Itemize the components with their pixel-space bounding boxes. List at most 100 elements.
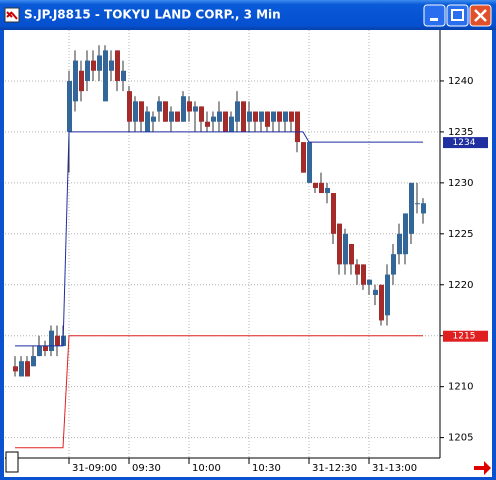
last-value-box [443, 330, 488, 342]
chart-area [4, 30, 492, 477]
candle-body [247, 111, 252, 122]
candle-body [367, 279, 372, 285]
scroll-arrow[interactable] [474, 461, 491, 475]
maximize-button[interactable] [446, 4, 469, 27]
indicator-line [15, 131, 423, 347]
minimize-glyph [430, 18, 438, 21]
y-tick-label: 1240 [448, 76, 473, 87]
candle-body [127, 91, 132, 122]
candle-body [403, 213, 408, 255]
candle-body [307, 142, 312, 183]
last-value-label: 1234 [453, 138, 476, 148]
x-tick-label: 10:30 [252, 463, 281, 474]
candle-body [49, 330, 54, 351]
candle-body [337, 223, 342, 265]
minimize-button[interactable] [423, 4, 446, 27]
close-glyph [474, 9, 487, 22]
candle-body [421, 203, 426, 214]
candle-body [289, 111, 294, 122]
candle-body [169, 111, 174, 122]
candle-body [121, 70, 126, 81]
candle-body [97, 55, 102, 71]
y-tick-label: 1235 [448, 127, 473, 138]
candle-body [187, 101, 192, 112]
candle-body [355, 264, 360, 275]
candle-body [301, 142, 306, 173]
candle-body [37, 345, 42, 357]
candle-body [259, 111, 264, 122]
candle-body [163, 101, 168, 122]
candle-body [325, 187, 330, 194]
candle-body [91, 60, 96, 71]
candle-body [235, 101, 240, 122]
scroll-box[interactable] [5, 451, 19, 473]
candle-body [13, 366, 18, 372]
plot: 1205 1210 1215 1220 1225 1230 1235 1240 31-09:00… [5, 30, 488, 474]
y-tick-label: 1230 [448, 178, 473, 189]
candle-body [31, 356, 36, 367]
app-icon-glyph [6, 11, 18, 20]
candle-body [313, 182, 318, 188]
maximize-glyph [451, 9, 464, 21]
candle-body [343, 233, 348, 265]
candle-body [271, 111, 276, 122]
candle-body [331, 193, 336, 234]
candle-body [145, 111, 150, 132]
candle-body [109, 60, 114, 71]
candle-body [415, 203, 420, 205]
candle-body [265, 111, 270, 127]
candle-body [103, 50, 108, 102]
candle-body [73, 60, 78, 102]
candle-body [223, 111, 228, 132]
app-icon[interactable] [4, 7, 20, 23]
candle-body [379, 284, 384, 321]
candle-body [283, 111, 288, 122]
candle-body [139, 101, 144, 122]
last-value-box [443, 137, 488, 149]
x-tick-label: 09:30 [132, 463, 161, 474]
candle-body [151, 116, 156, 122]
candle-body [277, 111, 282, 122]
y-tick-label: 1205 [448, 433, 473, 444]
candle-body [391, 254, 396, 275]
candle-body [157, 101, 162, 112]
candle-body [181, 96, 186, 122]
candle-body [85, 60, 90, 81]
candle-body [43, 345, 48, 351]
candle-body [55, 335, 60, 346]
candle-body [25, 361, 30, 377]
candle-body [319, 182, 324, 194]
candle-body [397, 233, 402, 255]
x-tick-label: 31-12:30 [312, 463, 357, 474]
x-tick-label: 10:00 [192, 463, 221, 474]
candle-body [409, 182, 414, 234]
candle-body [205, 121, 210, 127]
candle-body [217, 111, 222, 122]
candle-body [115, 50, 120, 81]
candle-body [175, 111, 180, 122]
title-bar [0, 0, 496, 30]
candle-body [199, 106, 204, 122]
candle-body [373, 289, 378, 295]
y-tick-label: 1210 [448, 382, 473, 393]
candle-body [79, 70, 84, 92]
y-tick-label: 1225 [448, 229, 473, 240]
candle-body [229, 116, 234, 132]
candle-body [253, 111, 258, 122]
candle-body [295, 111, 300, 143]
candle-body [361, 264, 366, 285]
y-tick-label: 1220 [448, 280, 473, 291]
candle-body [349, 244, 354, 265]
candle-body [133, 101, 138, 122]
candle-body [19, 361, 24, 377]
candle-body [211, 116, 216, 122]
candle-body [385, 274, 390, 316]
last-value-label: 1215 [453, 332, 476, 342]
candle-body [193, 106, 198, 112]
x-tick-label: 31-09:00 [72, 463, 117, 474]
candle-body [67, 80, 72, 132]
candle-body [241, 101, 246, 132]
indicator-line [15, 335, 423, 449]
x-tick-label: 31-13:00 [372, 463, 417, 474]
